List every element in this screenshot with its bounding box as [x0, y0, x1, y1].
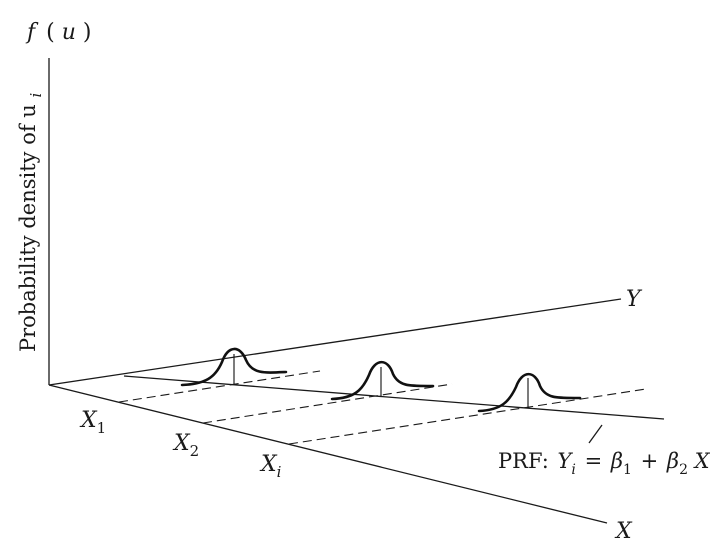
prf-equation: PRF: Yi = β1 + β2 Xi [498, 449, 710, 479]
x-axis-label: X [614, 519, 633, 544]
prf-plus: + [641, 449, 659, 473]
prf-line [123, 375, 665, 420]
x2-label-sub: 2 [190, 442, 200, 460]
prf-equals: = [585, 449, 603, 473]
x-axis-line [48, 384, 608, 524]
density-label-text: Probability density of u [16, 104, 40, 352]
xi-label-main: X [259, 452, 278, 477]
x1-label-main: X [79, 408, 98, 433]
density-curve-x1 [180, 347, 288, 387]
xi-label-sub: i [277, 463, 282, 481]
x1-label-sub: 1 [97, 419, 107, 437]
x2-label: X2 [172, 431, 199, 460]
prf-prefix: PRF: [498, 449, 549, 473]
f-u-label: f ( u ) [25, 20, 92, 45]
y-axis-line [48, 298, 622, 386]
dashed-guide-x1 [118, 370, 321, 403]
prf-x: X [693, 449, 710, 473]
density-curve-x2 [330, 360, 435, 401]
probability-density-label: Probability density of u i [16, 92, 45, 352]
prf-beta1: β [610, 449, 623, 473]
density-curve-xi [477, 372, 582, 413]
x2-label-main: X [172, 431, 191, 456]
prf-y: Y [558, 449, 574, 473]
x1-label: X1 [79, 408, 106, 437]
prf-beta1-sub: 1 [623, 462, 632, 478]
y-axis-label: Y [626, 287, 643, 312]
prf-leader-line [588, 424, 603, 444]
prf-beta2-sub: 2 [679, 462, 688, 478]
f-label-close-paren: ) [83, 20, 92, 45]
prf-y-sub: i [571, 462, 575, 478]
f-label: f [25, 20, 39, 45]
dashed-guide-x2 [202, 383, 453, 424]
f-label-open-paren: ( [46, 20, 55, 45]
prf-beta2: β [666, 449, 679, 473]
dashed-guide-xi [288, 388, 647, 445]
density-label-subscript: i [27, 92, 45, 97]
u-label: u [62, 20, 76, 45]
xi-label: Xi [259, 452, 282, 481]
